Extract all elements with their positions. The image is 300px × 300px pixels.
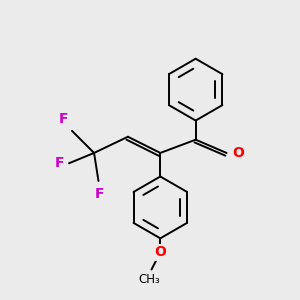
Text: F: F bbox=[55, 156, 64, 170]
Text: F: F bbox=[59, 112, 68, 126]
Text: O: O bbox=[154, 245, 166, 260]
Text: F: F bbox=[95, 187, 105, 201]
Text: CH₃: CH₃ bbox=[138, 273, 160, 286]
Text: O: O bbox=[232, 146, 244, 160]
